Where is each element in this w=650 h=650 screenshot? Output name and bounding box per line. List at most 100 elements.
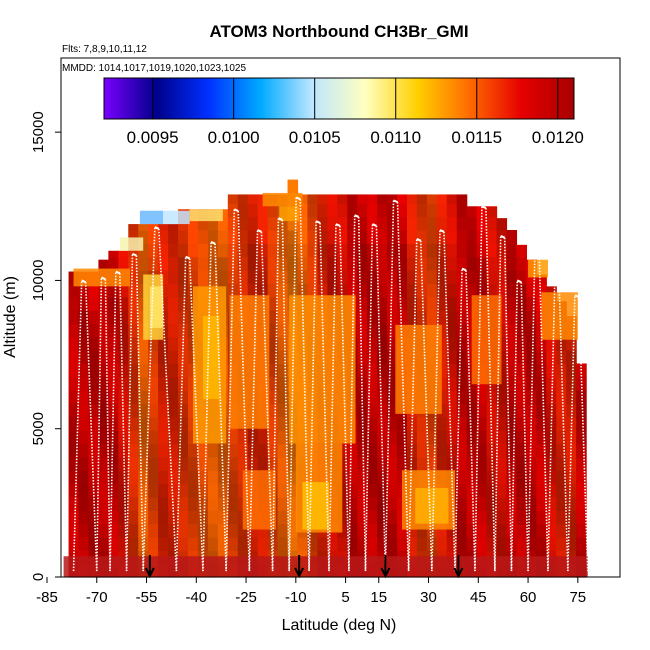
heatmap-cell [387,296,398,311]
heatmap-cell [456,230,468,244]
heatmap-cell [566,536,577,551]
heatmap-cell [466,243,478,258]
heatmap-cell [476,470,488,485]
flight-track-cruise [416,237,422,242]
heatmap-cell [88,483,100,498]
heatmap-cell [78,403,90,418]
heatmap-cell [307,203,318,218]
heatmap-cell [247,216,259,231]
heatmap-cell [148,390,159,405]
heatmap-cell [436,296,448,311]
heatmap-cell [397,216,408,231]
heatmap-cell [496,283,508,298]
heatmap-cell [118,336,129,351]
heatmap-cell [217,443,229,458]
heatmap-cell [526,363,537,378]
heatmap-cell [178,390,189,405]
heatmap-cell [168,456,179,471]
flight-track-descent [520,282,529,572]
heatmap-cell [207,256,219,271]
heatmap-cell [556,470,567,485]
heatmap-cell [118,510,129,525]
heatmap-cell [387,216,398,231]
heatmap-cell [446,230,458,244]
heatmap-cell [168,403,179,418]
heatmap-cell [516,416,527,431]
flight-track-descent [319,222,330,572]
x-tick-label: 30 [420,589,437,606]
heatmap-cell [536,416,547,431]
heatmap-cell [178,243,189,258]
heatmap-cell [78,523,90,538]
heatmap-cell [556,376,567,391]
heatmap-cell [486,206,498,218]
heatmap-cell [367,510,378,525]
heatmap-cell [108,336,119,351]
flight-track-descent [84,282,98,572]
heatmap-cell [267,283,279,298]
heatmap-cell [516,430,527,445]
heatmap-cell [377,270,388,284]
heatmap-cell [207,216,219,231]
heatmap-cell [387,350,398,365]
heatmap-cell [436,523,448,538]
heatmap-cell [118,390,129,405]
heatmap-cell [486,403,498,418]
heatmap-cell [148,363,159,378]
heatmap-cell [217,496,229,511]
heatmap-cell [178,536,189,551]
heatmap-patch [202,316,220,400]
heatmap-cell [158,363,169,378]
heatmap-cell [526,456,537,471]
heatmap-cell [357,270,368,284]
heatmap-cell [506,283,518,298]
heatmap-cell [128,224,139,231]
heatmap-cell [516,363,527,378]
heatmap-cell [98,376,109,391]
heatmap-cell [536,443,547,458]
heatmap-cell [367,363,378,378]
heatmap-cell [168,363,179,378]
heatmap-cell [387,323,398,338]
heatmap-cell [416,203,428,218]
heatmap-cell [466,270,478,284]
heatmap-cell [446,216,458,231]
heatmap-cell [556,430,567,445]
heatmap-cell [566,350,577,365]
heatmap-cell [178,310,189,325]
flight-track-ascent [348,215,356,572]
x-tick-label: 15 [370,589,387,606]
heatmap-cell [98,390,109,405]
heatmap-cell [128,363,139,378]
heatmap-cell [446,283,458,298]
heatmap-cell [406,203,418,218]
heatmap-cell [476,510,488,525]
heatmap-cell [506,510,518,525]
heatmap-cell [287,283,299,298]
heatmap-cell [217,209,229,218]
heatmap-cell [188,470,199,485]
heatmap-cell [357,350,368,365]
x-tick-label: 5 [341,589,349,606]
heatmap-cell [367,470,378,485]
heatmap-cell [138,483,149,498]
heatmap-cell [78,323,90,338]
heatmap-cell [367,416,378,431]
heatmap-cell [556,443,567,458]
heatmap-cell [118,323,129,338]
heatmap-cell [456,283,468,298]
heatmap-cell [436,243,448,258]
heatmap-cell [576,536,587,551]
heatmap-cell [108,310,119,325]
heatmap-cell [128,296,139,311]
heatmap-cell [466,523,478,538]
heatmap-cell [287,483,299,498]
heatmap-cell [397,310,408,325]
heatmap-cell [237,270,249,284]
heatmap-cell [347,510,358,525]
heatmap-cell [387,310,398,325]
heatmap-cell [526,310,537,325]
arrow-head [380,567,391,579]
heatmap-cell [168,256,179,271]
heatmap-cell [496,523,508,538]
